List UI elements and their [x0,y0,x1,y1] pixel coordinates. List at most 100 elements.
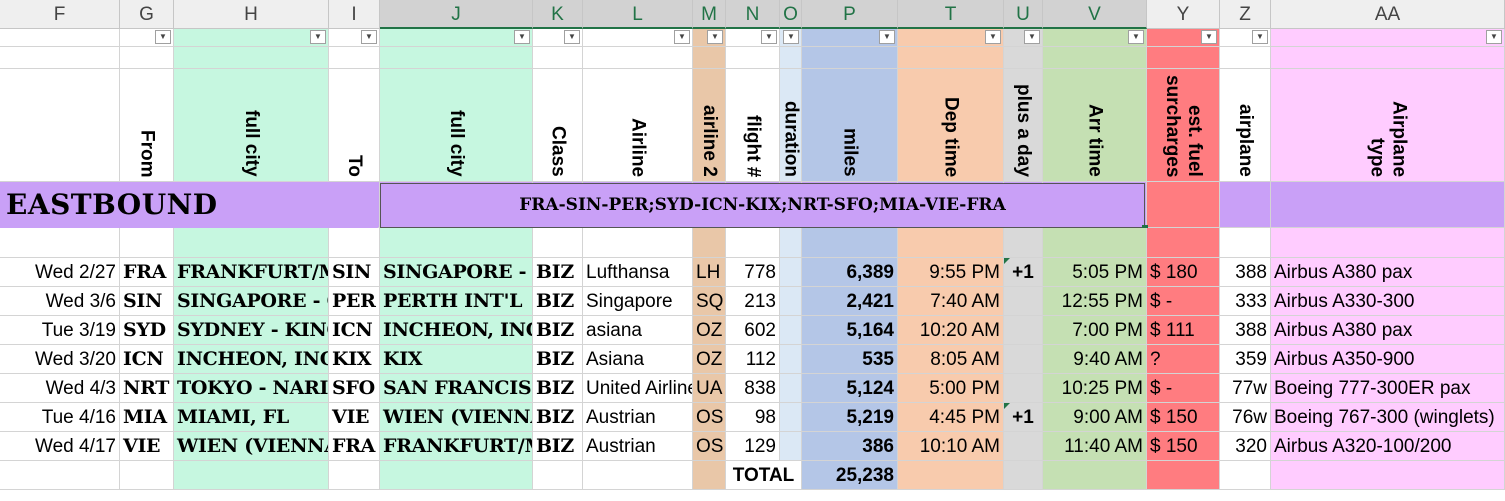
cell-code[interactable]: UA [693,374,726,403]
cell[interactable] [120,47,174,69]
cell-date[interactable]: Tue 4/16 [0,403,120,432]
header-cell[interactable]: To [329,69,380,182]
cell[interactable] [583,47,693,69]
cell[interactable] [1004,461,1043,490]
filter-dropdown-icon[interactable]: ▼ [707,30,723,44]
header-cell[interactable]: Arr time [1043,69,1147,182]
filter-dropdown-icon[interactable]: ▼ [361,30,377,44]
cell[interactable] [174,461,329,490]
filter-dropdown-icon[interactable]: ▼ [1486,30,1502,44]
cell-date[interactable]: Wed 2/27 [0,258,120,287]
cell[interactable] [1271,461,1505,490]
total-miles[interactable]: 25,238 [802,461,898,490]
cell-to-city[interactable]: FRANKFURT/MAIN [380,432,533,461]
header-cell[interactable]: airplane [1220,69,1271,182]
filter-dropdown-icon[interactable]: ▼ [783,30,799,44]
cell-dep[interactable]: 9:55 PM [898,258,1004,287]
cell-plane[interactable]: 77w [1220,374,1271,403]
column-header-m[interactable]: M [693,0,726,29]
cell[interactable] [120,461,174,490]
cell-to-city[interactable]: SAN FRANCISCO [380,374,533,403]
header-cell[interactable]: full city [380,69,533,182]
cell-flight[interactable]: 838 [726,374,780,403]
cell-plus[interactable] [1004,432,1043,461]
cell-plus[interactable]: +1 [1004,403,1043,432]
cell[interactable] [726,47,780,69]
filter-dropdown-icon[interactable]: ▼ [1024,30,1040,44]
cell-from[interactable]: MIA [120,403,174,432]
cell[interactable] [583,228,693,258]
cell[interactable] [533,47,583,69]
cell[interactable] [802,228,898,258]
cell[interactable] [1271,182,1505,228]
cell-duration[interactable] [780,316,802,345]
cell-plus[interactable] [1004,316,1043,345]
cell[interactable] [1004,47,1043,69]
column-header-o[interactable]: O [780,0,802,29]
cell-code[interactable]: OZ [693,345,726,374]
filter-dropdown-icon[interactable]: ▼ [985,30,1001,44]
header-cell[interactable]: From [120,69,174,182]
cell[interactable] [533,461,583,490]
cell[interactable] [1043,461,1147,490]
cell-to[interactable]: ICN [329,316,380,345]
column-header-n[interactable]: N [726,0,780,29]
cell-code[interactable]: OZ [693,316,726,345]
cell-fuel[interactable]: $ - [1147,287,1220,316]
cell-date[interactable]: Tue 3/19 [0,316,120,345]
cell-airline[interactable]: Lufthansa [583,258,693,287]
cell[interactable] [0,461,120,490]
cell-plane[interactable]: 388 [1220,258,1271,287]
cell[interactable] [1271,47,1505,69]
cell-from[interactable]: FRA [120,258,174,287]
column-header-aa[interactable]: AA [1271,0,1505,29]
cell[interactable] [802,47,898,69]
cell-from-city[interactable]: SINGAPORE - CHANGI [174,287,329,316]
route-summary-cell[interactable]: FRA-SIN-PER;SYD-ICN-KIX;NRT-SFO;MIA-VIE-… [380,183,1148,231]
cell-arr[interactable]: 12:55 PM [1043,287,1147,316]
cell-type[interactable]: Airbus A330-300 [1271,287,1505,316]
cell-class[interactable]: BIZ [533,316,583,345]
cell-class[interactable]: BIZ [533,287,583,316]
cell-date[interactable]: Wed 3/6 [0,287,120,316]
cell-miles[interactable]: 2,421 [802,287,898,316]
cell-code[interactable]: LH [693,258,726,287]
cell-duration[interactable] [780,345,802,374]
cell-from-city[interactable]: FRANKFURT/MAIN [174,258,329,287]
cell-flight[interactable]: 602 [726,316,780,345]
header-cell[interactable]: est. fuel surcharges [1147,69,1220,182]
cell-from-city[interactable]: WIEN (VIENNA) [174,432,329,461]
cell-code[interactable]: OS [693,432,726,461]
cell-miles[interactable]: 535 [802,345,898,374]
cell-to[interactable]: PER [329,287,380,316]
cell-fuel[interactable]: $ 150 [1147,403,1220,432]
cell-arr[interactable]: 11:40 AM [1043,432,1147,461]
header-cell[interactable]: Class [533,69,583,182]
cell-code[interactable]: SQ [693,287,726,316]
cell[interactable] [898,461,1004,490]
cell[interactable] [693,47,726,69]
cell-plus[interactable] [1004,345,1043,374]
cell-to[interactable]: FRA [329,432,380,461]
cell-miles[interactable]: 5,219 [802,403,898,432]
cell-type[interactable]: Airbus A320-100/200 [1271,432,1505,461]
filter-dropdown-icon[interactable]: ▼ [1201,30,1217,44]
cell[interactable] [1220,228,1271,258]
cell[interactable] [693,228,726,258]
cell-code[interactable]: OS [693,403,726,432]
cell[interactable] [174,47,329,69]
cell-to[interactable]: KIX [329,345,380,374]
filter-dropdown-icon[interactable]: ▼ [674,30,690,44]
cell-plane[interactable]: 359 [1220,345,1271,374]
cell[interactable] [1271,228,1505,258]
header-cell[interactable]: Airplane type [1271,69,1505,182]
header-cell[interactable]: miles [802,69,898,182]
cell-dep[interactable]: 10:20 AM [898,316,1004,345]
cell[interactable] [898,47,1004,69]
cell-arr[interactable]: 7:00 PM [1043,316,1147,345]
cell[interactable] [0,228,120,258]
cell-miles[interactable]: 386 [802,432,898,461]
filter-dropdown-icon[interactable]: ▼ [1128,30,1144,44]
cell-duration[interactable] [780,258,802,287]
header-cell[interactable]: duration [780,69,802,182]
